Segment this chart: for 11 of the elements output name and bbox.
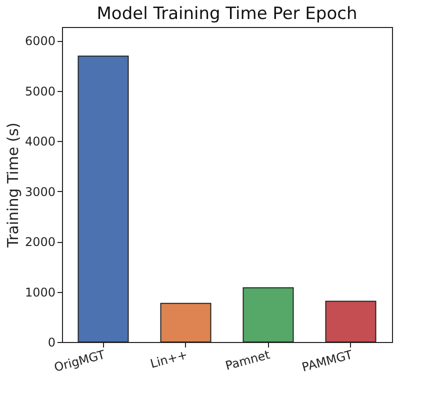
y-tick-label: 4000 — [24, 134, 56, 149]
y-tick-label: 2000 — [24, 235, 56, 250]
x-tick-label: Lin++ — [148, 348, 189, 371]
x-tick-label: Pamnet — [224, 347, 272, 373]
y-tick-label: 0 — [48, 336, 56, 350]
chart-title: Model Training Time Per Epoch — [96, 4, 358, 24]
y-tick-label: 6000 — [24, 34, 56, 48]
y-tick-label: 5000 — [24, 84, 56, 98]
y-tick-label: 1000 — [24, 285, 56, 300]
y-axis-title: Training Time (s) — [4, 122, 22, 248]
y-tick-label: 3000 — [24, 184, 56, 199]
